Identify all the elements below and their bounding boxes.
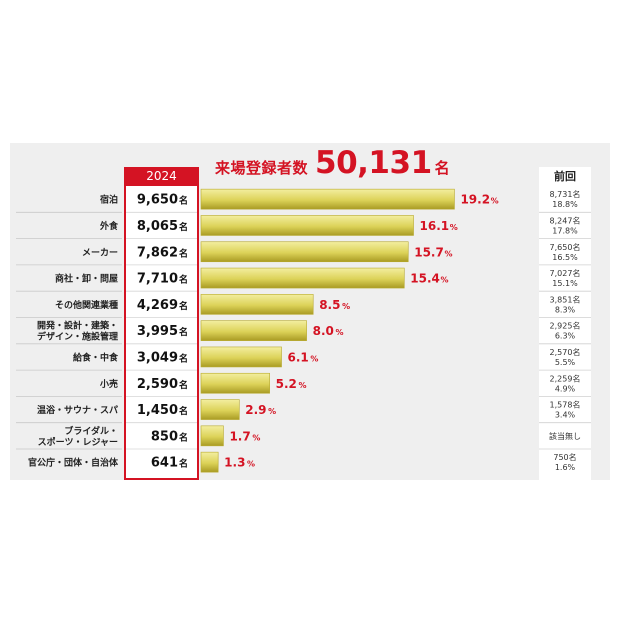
- count-label: 9,650: [137, 193, 178, 208]
- previous-value: 2,570名: [550, 347, 581, 357]
- bar: [200, 215, 414, 236]
- title-unit: 名: [434, 159, 450, 177]
- bar: [200, 425, 224, 447]
- previous-value: 2,259名: [550, 373, 581, 383]
- count-unit: 名: [179, 326, 188, 338]
- bar: [200, 320, 307, 341]
- count-unit: 名: [179, 195, 188, 207]
- bar: [200, 241, 409, 263]
- count-label: 7,862: [137, 245, 178, 260]
- category-label: 小売: [99, 378, 118, 390]
- value-unit: %: [444, 249, 452, 258]
- value-label: 1.7: [229, 429, 250, 443]
- category-label: スポーツ・レジャー: [38, 436, 118, 448]
- count-unit: 名: [179, 247, 188, 259]
- category-label: ブライダル・: [64, 425, 118, 437]
- count-label: 850: [151, 429, 178, 444]
- category-label: 外食: [99, 220, 119, 232]
- previous-value: 7,027名: [550, 268, 581, 278]
- previous-value: 3.4%: [555, 411, 576, 420]
- previous-value: 1.6%: [555, 463, 576, 472]
- previous-value: 5.5%: [555, 358, 576, 367]
- category-label: デザイン・施設管理: [37, 331, 118, 343]
- chart-title: 来場登録者数 50,131 名: [215, 145, 475, 185]
- previous-header: 前回: [539, 167, 591, 186]
- value-label: 16.1: [420, 219, 450, 233]
- count-label: 3,049: [137, 350, 178, 365]
- count-unit: 名: [179, 300, 188, 312]
- category-label: 開発・設計・建築・: [37, 320, 118, 332]
- value-label: 6.1: [288, 350, 309, 364]
- previous-value: 6.3%: [555, 332, 576, 341]
- value-unit: %: [299, 381, 307, 390]
- previous-value: 3,851名: [550, 294, 581, 304]
- previous-value: 4.9%: [555, 384, 576, 393]
- count-label: 641: [151, 456, 178, 471]
- title-label: 来場登録者数: [215, 159, 309, 177]
- previous-value: 8.3%: [555, 305, 576, 314]
- count-label: 7,710: [137, 272, 178, 287]
- value-unit: %: [247, 460, 255, 469]
- value-label: 2.9: [245, 403, 266, 417]
- value-label: 5.2: [276, 377, 297, 391]
- bar: [200, 372, 270, 394]
- category-label: 給食・中食: [73, 351, 119, 363]
- category-label: 宿泊: [100, 194, 118, 206]
- bar: [200, 451, 219, 473]
- category-label: メーカー: [82, 247, 118, 258]
- value-unit: %: [450, 223, 458, 232]
- category-label: 温浴・サウナ・スパ: [37, 404, 118, 416]
- category-label: その他関連業種: [55, 299, 118, 311]
- category-label: 官公庁・団体・自治体: [28, 457, 119, 469]
- previous-value: 8,247名: [550, 215, 581, 225]
- value-unit: %: [336, 328, 344, 337]
- value-unit: %: [310, 354, 318, 363]
- value-unit: %: [268, 407, 276, 416]
- value-label: 8.0: [313, 324, 334, 338]
- value-unit: %: [491, 197, 499, 206]
- bar: [200, 267, 405, 289]
- previous-value: 1,578名: [550, 400, 581, 410]
- bar: [200, 188, 455, 210]
- previous-column: [539, 186, 591, 480]
- bar: [200, 346, 282, 368]
- value-label: 8.5: [319, 298, 340, 312]
- value-unit: %: [440, 276, 448, 285]
- previous-value: 15.1%: [552, 279, 578, 288]
- count-label: 3,995: [137, 324, 178, 339]
- previous-value: 7,650名: [550, 242, 581, 252]
- count-unit: 名: [179, 221, 188, 233]
- count-unit: 名: [179, 405, 188, 417]
- count-unit: 名: [179, 379, 188, 391]
- previous-value: 18.8%: [552, 200, 578, 209]
- count-unit: 名: [179, 431, 188, 443]
- value-label: 15.4: [410, 272, 440, 286]
- count-label: 1,450: [137, 403, 178, 418]
- previous-value: 16.5%: [552, 253, 578, 262]
- value-label: 15.7: [414, 245, 444, 259]
- previous-value: 17.8%: [552, 226, 578, 235]
- year-header: 2024: [124, 167, 199, 186]
- count-label: 2,590: [137, 377, 178, 392]
- title-number: 50,131: [315, 145, 432, 181]
- count-label: 4,269: [137, 298, 178, 313]
- count-unit: 名: [179, 274, 188, 286]
- count-unit: 名: [179, 458, 188, 470]
- previous-value: 2,925名: [550, 321, 581, 331]
- previous-value: 8,731名: [550, 189, 581, 199]
- category-label: 商社・卸・問屋: [55, 273, 118, 285]
- value-label: 19.2: [460, 193, 490, 207]
- previous-value: 750名: [553, 452, 576, 462]
- count-label: 8,065: [137, 219, 178, 234]
- value-unit: %: [252, 433, 260, 442]
- value-label: 1.3: [224, 456, 245, 470]
- value-unit: %: [342, 302, 350, 311]
- count-unit: 名: [179, 352, 188, 364]
- bar: [200, 294, 314, 315]
- previous-value: 該当無し: [549, 431, 581, 441]
- bar: [200, 399, 240, 420]
